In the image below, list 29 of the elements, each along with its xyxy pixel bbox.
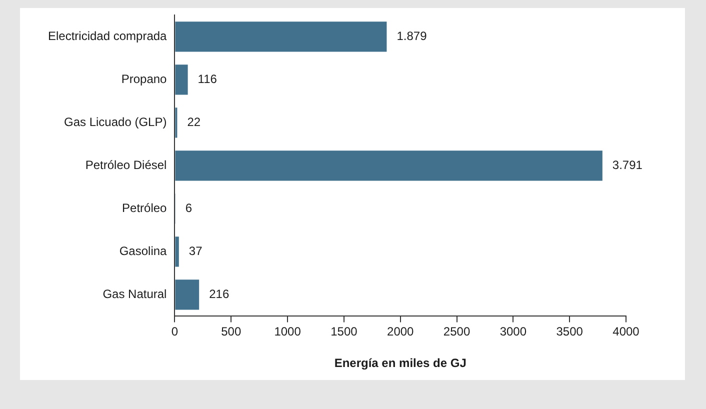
x-tick-label: 2500 <box>443 324 470 339</box>
x-tick-label: 3500 <box>556 324 584 339</box>
y-tick-label: Gas Natural <box>102 287 167 302</box>
x-tick-label: 500 <box>221 324 242 339</box>
x-tick-label: 0 <box>171 324 178 339</box>
y-tick-label: Propano <box>121 72 168 86</box>
data-label: 3.791 <box>612 158 643 172</box>
y-tick-label: Electricidad comprada <box>48 29 168 44</box>
bar <box>175 236 179 267</box>
x-tick-label: 3000 <box>500 324 527 339</box>
y-tick-label: Petróleo Diésel <box>85 158 167 172</box>
data-label: 1.879 <box>396 29 428 44</box>
bar <box>175 280 200 310</box>
bar <box>175 22 387 52</box>
y-tick-label: Petróleo <box>122 201 168 216</box>
y-tick-label: Gas Licuado (GLP) <box>64 115 167 130</box>
bar <box>175 64 188 95</box>
x-tick-label: 1000 <box>274 324 302 339</box>
data-label: 216 <box>209 287 230 302</box>
x-tick-label: 1500 <box>330 324 358 339</box>
bar <box>175 150 602 181</box>
data-label: 116 <box>198 72 218 86</box>
data-label: 22 <box>187 115 201 130</box>
data-label: 6 <box>185 201 192 216</box>
y-tick-label: Gasolina <box>119 244 168 258</box>
x-tick-label: 4000 <box>612 324 640 339</box>
x-axis-title: Energía en miles de GJ <box>334 356 466 370</box>
x-tick-label: 2000 <box>387 324 414 339</box>
data-label: 37 <box>188 244 203 258</box>
